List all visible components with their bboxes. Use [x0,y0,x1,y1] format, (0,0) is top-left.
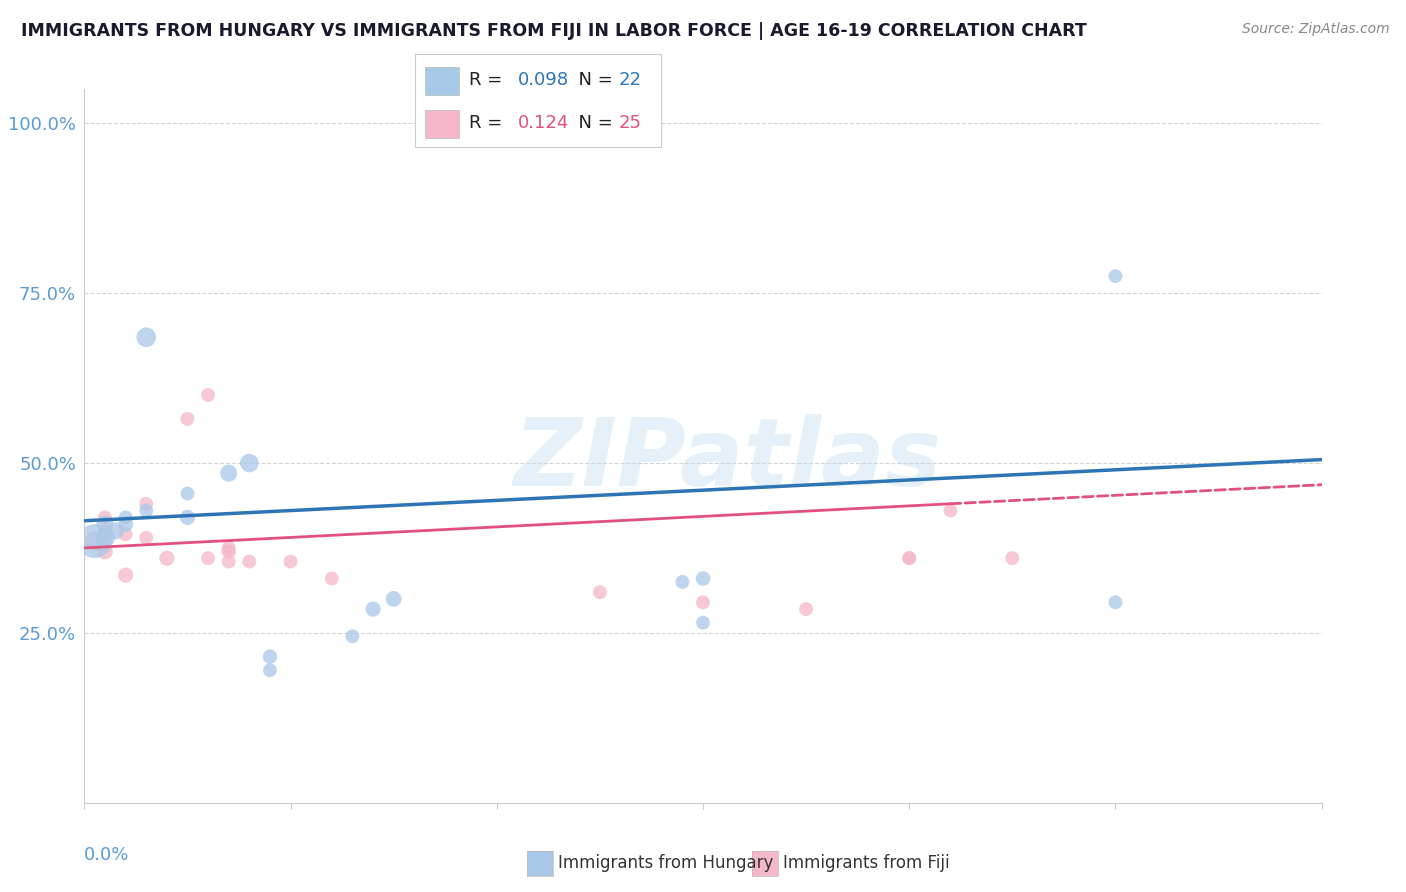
Point [135,497,157,511]
Point [342,629,364,643]
Text: IMMIGRANTS FROM HUNGARY VS IMMIGRANTS FROM FIJI IN LABOR FORCE | AGE 16-19 CORRE: IMMIGRANTS FROM HUNGARY VS IMMIGRANTS FR… [21,22,1087,40]
Point [692,615,714,630]
Text: Immigrants from Fiji: Immigrants from Fiji [783,855,950,872]
Point [382,591,405,606]
Point [94,510,117,524]
Text: 0.098: 0.098 [517,71,569,89]
Text: R =: R = [468,71,508,89]
Point [176,510,198,524]
Text: N =: N = [567,114,619,132]
Text: Immigrants from Hungary: Immigrants from Hungary [558,855,773,872]
Point [104,524,127,538]
Point [94,531,117,545]
Point [94,517,117,532]
Point [692,572,714,586]
Point [1104,269,1126,284]
Point [114,527,136,541]
Point [218,544,240,558]
Point [794,602,817,616]
Point [1104,595,1126,609]
Point [898,551,921,566]
Point [898,551,921,566]
Point [671,574,693,589]
Point [218,555,240,569]
Point [135,330,157,344]
Point [135,503,157,517]
Text: 22: 22 [619,71,643,89]
Point [1001,551,1024,566]
Point [83,534,105,549]
Point [135,531,157,545]
Text: N =: N = [567,71,619,89]
Point [156,551,179,566]
Point [589,585,612,599]
Point [94,524,117,538]
Point [321,572,343,586]
Point [361,602,384,616]
Point [259,649,281,664]
Text: 25: 25 [619,114,643,132]
FancyBboxPatch shape [425,67,458,95]
Point [176,412,198,426]
FancyBboxPatch shape [425,110,458,138]
Point [83,534,105,549]
Point [197,388,219,402]
Text: R =: R = [468,114,508,132]
Point [939,503,962,517]
Point [94,544,117,558]
Point [280,555,302,569]
Point [114,568,136,582]
Text: 0.124: 0.124 [517,114,569,132]
Point [218,541,240,555]
Point [114,510,136,524]
Point [114,517,136,532]
Point [692,595,714,609]
Point [238,555,260,569]
Point [176,486,198,500]
Point [238,456,260,470]
Point [218,466,240,480]
Text: 0.0%: 0.0% [84,846,129,863]
Point [259,663,281,677]
Text: ZIPatlas: ZIPatlas [513,414,942,507]
Point [197,551,219,566]
Text: Source: ZipAtlas.com: Source: ZipAtlas.com [1241,22,1389,37]
